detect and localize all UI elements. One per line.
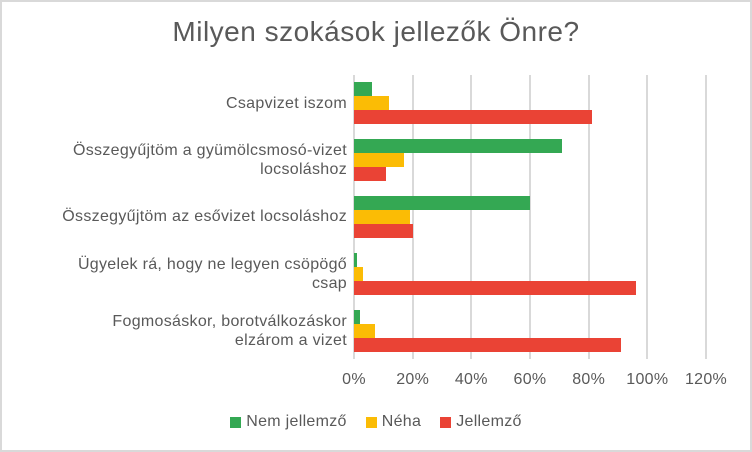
legend-item: Jellemző (440, 413, 522, 431)
bar (354, 82, 372, 97)
legend-label: Jellemző (456, 413, 522, 430)
bar (354, 153, 404, 168)
legend-swatch-icon (440, 416, 452, 428)
bar-group (354, 132, 706, 189)
bar-group (354, 245, 706, 302)
gridline (411, 75, 414, 359)
category-label-line: Fogmosáskor, borotválkozáskor (112, 312, 347, 330)
bar (354, 337, 621, 352)
legend: Nem jellemző Néha Jellemző (2, 410, 750, 434)
category-label-line: elzárom a vizet (234, 331, 347, 349)
category-label: Ügyelek rá, hogy ne legyen csöpögő csap (8, 245, 347, 302)
legend-swatch-icon (230, 416, 242, 428)
bar (354, 223, 413, 238)
category-label-line: Csapvizet iszom (226, 94, 347, 112)
category-label: Fogmosáskor, borotválkozáskor elzárom a v… (8, 302, 347, 359)
bar (354, 266, 363, 281)
bars-container (354, 75, 706, 359)
legend-swatch-icon (365, 416, 377, 428)
category-label-line: Ügyelek rá, hogy ne legyen csöpögő (77, 255, 347, 273)
legend-label: Néha (381, 413, 422, 430)
bar (354, 195, 530, 210)
legend-item: Nem jellemző (230, 413, 347, 431)
bar (354, 110, 592, 125)
bar-group (354, 75, 706, 132)
category-label: Összegyűjtöm az esővizet locsoláshoz (8, 189, 347, 246)
gridline (705, 75, 707, 359)
x-tick-label: 80% (572, 371, 606, 388)
bar (354, 96, 390, 111)
category-label-line: locsoláshoz (260, 161, 347, 179)
legend-item: Néha (365, 413, 422, 431)
plot-area (353, 75, 707, 359)
gridline (470, 75, 473, 359)
bar (354, 209, 410, 224)
x-tick-label: 120% (684, 371, 728, 388)
category-label: Összegyűjtöm a gyümölcsmosó-vizet locsolá… (8, 132, 347, 189)
x-tick-label: 60% (513, 371, 547, 388)
bar (354, 167, 387, 182)
x-tick-label: 20% (396, 371, 430, 388)
category-label-line: csap (312, 274, 347, 292)
gridline (587, 75, 590, 359)
bar-group (354, 302, 706, 359)
bar (354, 309, 360, 324)
x-tick-label: 100% (626, 371, 669, 388)
category-label-line: Összegyűjtöm az esővizet locsoláshoz (62, 208, 347, 226)
x-axis: 0% 20% 40% 60% 80% 100% 120% (342, 371, 727, 391)
bar (354, 280, 636, 295)
bar (354, 252, 357, 267)
category-axis: Csapvizet iszom Összegyűjtöm a gyümölcsmo… (8, 75, 347, 359)
category-label-line: Összegyűjtöm a gyümölcsmosó-vizet (73, 142, 347, 160)
gridline (529, 75, 531, 359)
category-label: Csapvizet iszom (8, 75, 347, 132)
legend-label: Nem jellemző (246, 413, 347, 430)
gridline (646, 75, 649, 359)
x-tick-label: 40% (454, 371, 488, 388)
chart-title: Milyen szokások jellezők Önre? (172, 16, 580, 47)
bar (354, 139, 563, 154)
bar (354, 323, 375, 338)
bar-group (354, 189, 706, 246)
x-tick-label: 0% (342, 371, 366, 388)
